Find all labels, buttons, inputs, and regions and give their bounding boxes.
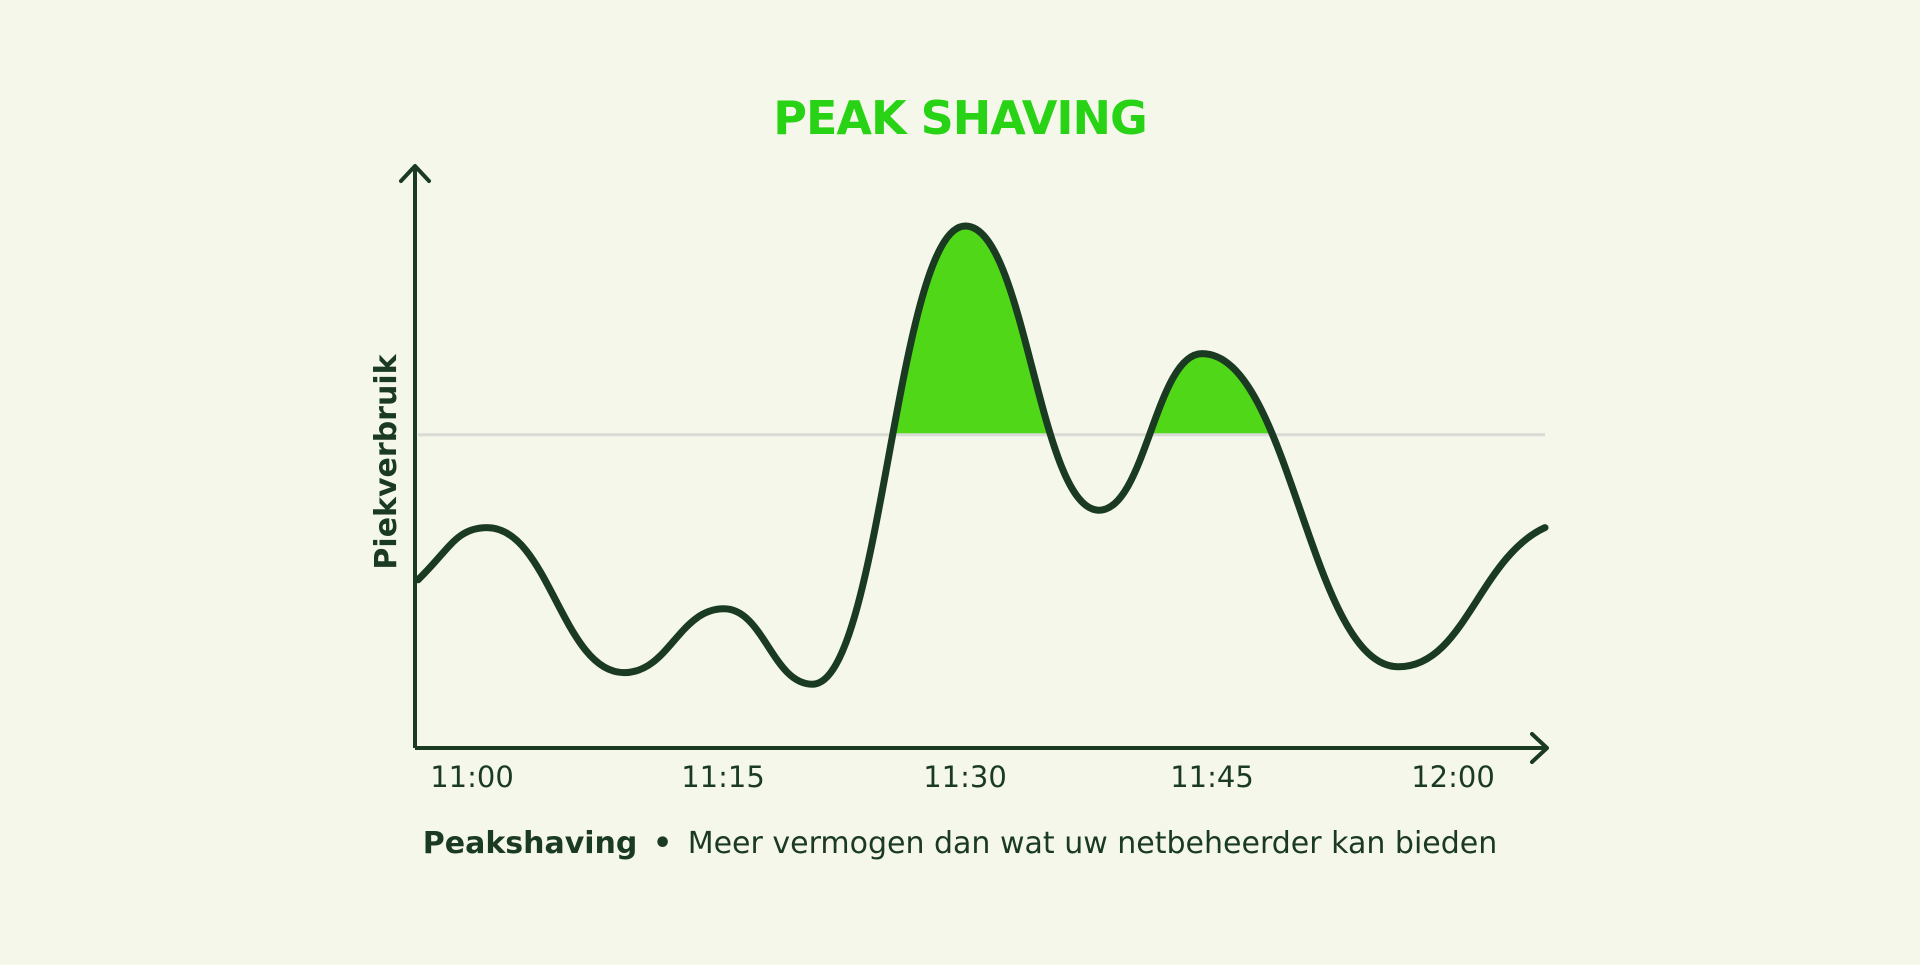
x-axis: [415, 732, 1549, 764]
caption-separator: •: [653, 826, 672, 861]
caption-bold: Peakshaving: [423, 826, 638, 861]
x-tick-labels: 11:00 11:15 11:30 11:45 12:00: [430, 760, 1495, 794]
chart-title: PEAK SHAVING: [773, 91, 1146, 145]
peak-area-fill: [892, 226, 1273, 435]
consumption-line: [414, 222, 1549, 688]
x-tick-label: 11:45: [1170, 760, 1254, 794]
x-tick-label: 11:00: [430, 760, 514, 794]
x-tick-label: 11:15: [681, 760, 765, 794]
caption-text: Meer vermogen dan wat uw netbeheerder ka…: [688, 826, 1498, 861]
x-tick-label: 11:30: [923, 760, 1007, 794]
chart-caption: Peakshaving • Meer vermogen dan wat uw n…: [423, 826, 1498, 861]
y-axis-label: Piekverbruik: [369, 353, 404, 569]
x-tick-label: 12:00: [1411, 760, 1495, 794]
y-axis: [399, 164, 431, 748]
